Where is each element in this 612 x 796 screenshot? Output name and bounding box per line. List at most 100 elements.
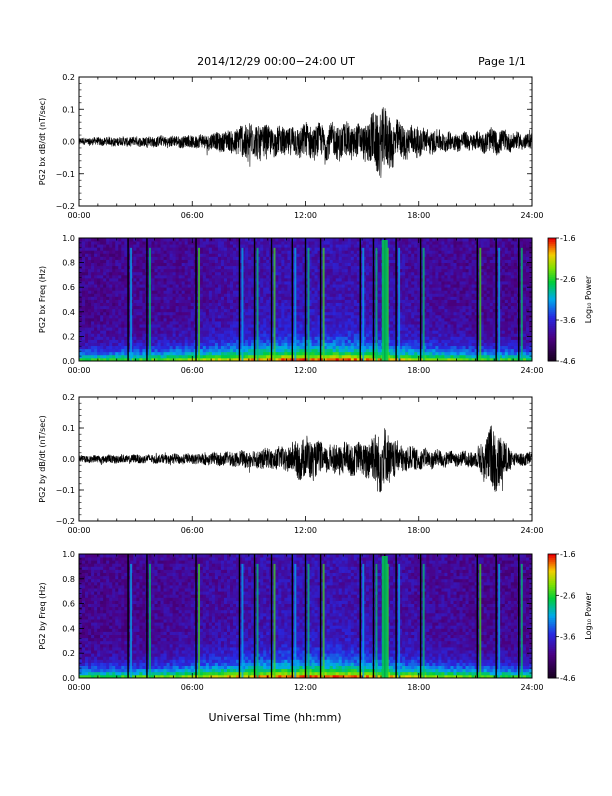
spectrogram-cell — [97, 312, 100, 315]
spectrogram-cell — [206, 293, 209, 296]
spectrogram-cell — [230, 312, 233, 315]
spectrogram-cell — [218, 318, 221, 321]
spectrogram-cell — [224, 244, 227, 247]
spectrogram-cell — [170, 352, 173, 355]
spectrogram-cell — [185, 330, 188, 333]
spectrogram-cell — [158, 309, 161, 312]
spectrogram-cell — [345, 296, 348, 299]
spectrogram-cell — [378, 253, 381, 256]
spectrogram-cell — [200, 349, 203, 352]
spectrogram-cell — [112, 330, 115, 333]
spectrogram-cell — [438, 272, 441, 275]
spectrogram-cell — [106, 303, 109, 306]
spectrogram-cell — [209, 241, 212, 244]
spectrogram-cell — [339, 256, 342, 259]
spectrogram-cell — [327, 278, 330, 281]
spectrogram-cell — [133, 321, 136, 324]
spectrogram-cell — [158, 321, 161, 324]
spectrogram-cell — [378, 315, 381, 318]
spectrogram-cell — [121, 290, 124, 293]
spectrogram-cell — [203, 321, 206, 324]
spectrogram-cell — [167, 272, 170, 275]
spectrogram-cell — [342, 312, 345, 315]
spectrogram-cell — [287, 281, 290, 284]
spectrogram-cell — [85, 346, 88, 349]
spectrogram-cell — [109, 287, 112, 290]
spectrogram-cell — [263, 312, 266, 315]
spectrogram-cell — [444, 355, 447, 358]
spectrogram-cell — [299, 324, 302, 327]
spectrogram-cell — [221, 272, 224, 275]
spectrogram-cell — [312, 247, 315, 250]
spectrogram-cell — [185, 327, 188, 330]
spectrogram-cell — [339, 300, 342, 303]
spectrogram-cell — [121, 293, 124, 296]
page-number: Page 1/1 — [478, 55, 526, 68]
spectrogram-cell — [185, 263, 188, 266]
spectrogram-cell — [191, 260, 194, 263]
spectrogram-cell — [100, 238, 103, 241]
spectrogram-cell — [115, 315, 118, 318]
spectrogram-cell — [260, 349, 263, 352]
spectrogram-cell — [405, 238, 408, 241]
spectrogram-cell — [245, 256, 248, 259]
spectrogram-cell — [351, 318, 354, 321]
spectrogram-cell — [405, 300, 408, 303]
spectrogram-cell — [85, 321, 88, 324]
spectrogram-cell — [411, 355, 414, 358]
spectrogram-cell — [369, 253, 372, 256]
spectrogram-cell — [100, 346, 103, 349]
spectrogram-cell — [124, 272, 127, 275]
spectrogram-cell — [158, 327, 161, 330]
spectrogram-cell — [215, 278, 218, 281]
spectrogram-cell — [411, 352, 414, 355]
spectrogram-cell — [354, 263, 357, 266]
spectrogram-cell — [91, 266, 94, 269]
spectrogram-cell — [136, 260, 139, 263]
spectrogram-cell — [185, 290, 188, 293]
spectrogram-cell — [88, 306, 91, 309]
spectrogram-cell — [142, 296, 145, 299]
spectrogram-cell — [82, 300, 85, 303]
spectrogram-cell — [230, 355, 233, 358]
spectrogram-cell — [327, 355, 330, 358]
spectrogram-cell — [109, 346, 112, 349]
spectrogram-cell — [164, 293, 167, 296]
spectrogram-cell — [155, 284, 158, 287]
spectrogram-cell — [115, 327, 118, 330]
spectrogram-cell — [405, 253, 408, 256]
spectrogram-cell — [444, 352, 447, 355]
spectrogram-cell — [88, 300, 91, 303]
spectrogram-cell — [151, 343, 154, 346]
spectrogram-cell — [85, 263, 88, 266]
spectrogram-cell — [206, 346, 209, 349]
spectrogram-cell — [185, 306, 188, 309]
spectrogram-cell — [266, 269, 269, 272]
spectrogram-cell — [97, 250, 100, 253]
spectrogram-cell — [227, 247, 230, 250]
spectrogram-cell — [327, 260, 330, 263]
spectrogram-cell — [118, 238, 121, 241]
spectrogram-cell — [354, 327, 357, 330]
spectrogram-cell — [121, 312, 124, 315]
spectrogram-cell — [179, 253, 182, 256]
spectrogram-cell — [429, 346, 432, 349]
spectrogram-cell — [185, 309, 188, 312]
spectrogram-cell — [164, 306, 167, 309]
spectrogram-cell — [342, 333, 345, 336]
spectrogram-cell — [176, 293, 179, 296]
spectrogram-cell — [82, 269, 85, 272]
spectrogram-cell — [88, 296, 91, 299]
spectrogram-cell — [339, 306, 342, 309]
spectrogram-cell — [369, 330, 372, 333]
spectrogram-cell — [333, 290, 336, 293]
spectrogram-cell — [342, 303, 345, 306]
spectrogram-cell — [158, 330, 161, 333]
spectrogram-cell — [136, 324, 139, 327]
spectrogram-cell — [330, 275, 333, 278]
spectrogram-cell — [284, 300, 287, 303]
spectrogram-cell — [312, 275, 315, 278]
spectrogram-cell — [188, 349, 191, 352]
spectrogram-cell — [435, 281, 438, 284]
spectrogram-cell — [284, 244, 287, 247]
